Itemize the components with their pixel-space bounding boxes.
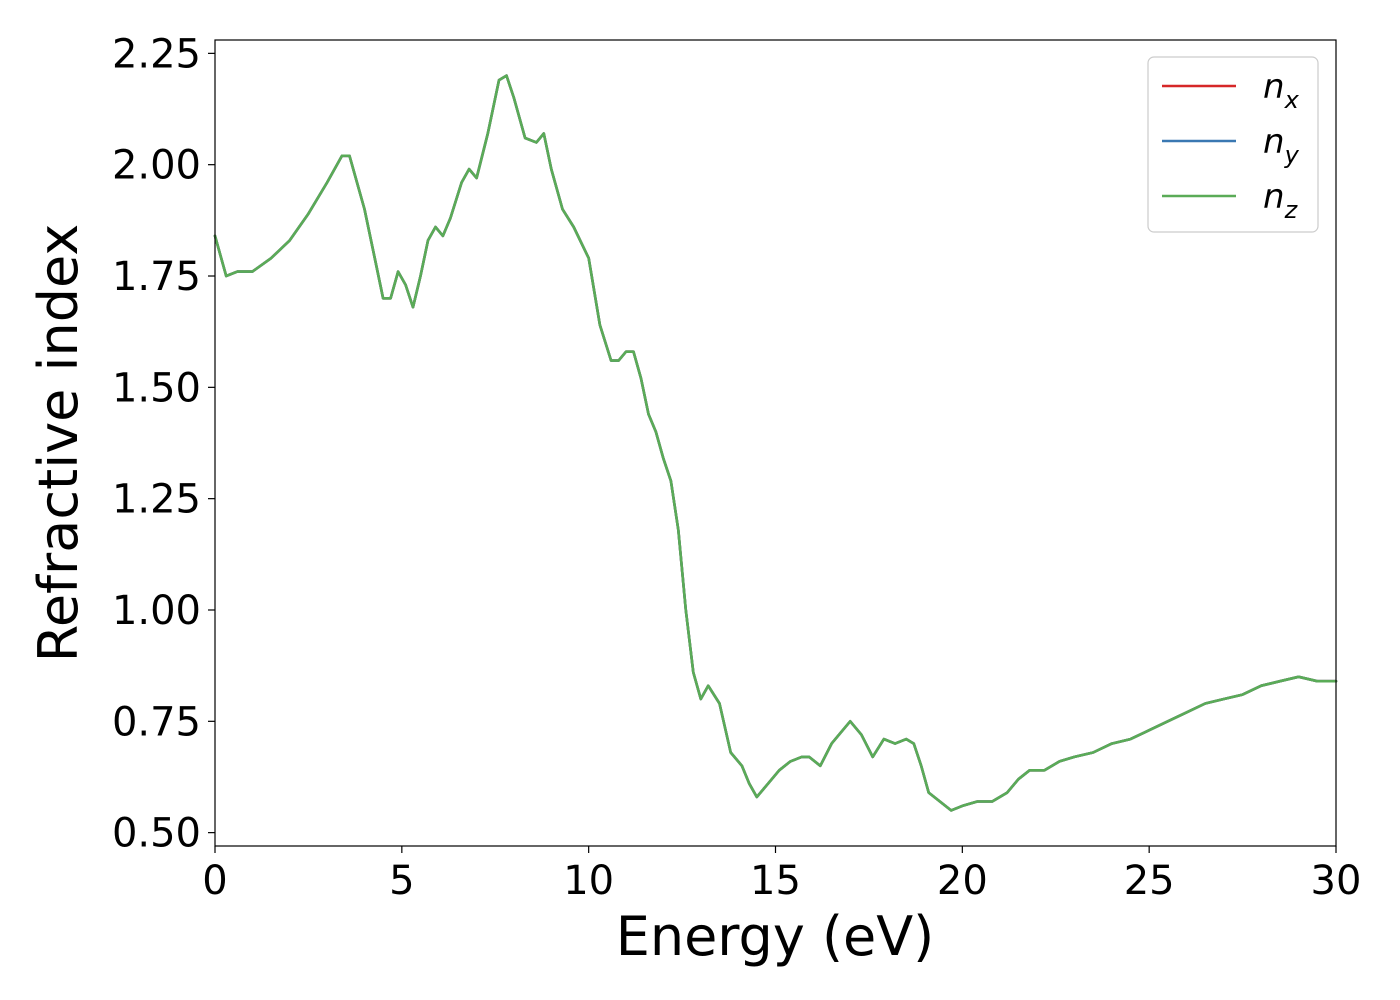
legend-box	[1147, 56, 1319, 233]
y-tick-label: 1.00	[112, 588, 201, 634]
x-tick-label: 25	[1124, 858, 1175, 904]
y-tick-label: 1.25	[112, 477, 201, 523]
x-tick-label: 5	[389, 858, 414, 904]
y-tick-label: 0.75	[112, 699, 201, 745]
series-layer	[213, 74, 1338, 812]
x-tick-label: 30	[1311, 858, 1362, 904]
legend-label-n-x: nx	[1263, 67, 1300, 114]
legend: nx ny nz	[1147, 56, 1319, 233]
y-tick-label: 2.25	[112, 31, 201, 77]
y-axis-ticks: 0.50 0.75 1.00 1.25 1.50 1.75 2.00 2.25	[112, 31, 215, 857]
y-tick-label: 1.75	[112, 254, 201, 300]
series-line-n-z	[213, 74, 1338, 812]
x-tick-label: 10	[563, 858, 614, 904]
x-axis-ticks: 0 5 10 15 20 25 30	[202, 846, 1361, 904]
x-axis-label: Energy (eV)	[616, 905, 935, 968]
legend-label-n-y: ny	[1263, 122, 1300, 169]
y-axis-label: Refractive index	[27, 224, 90, 663]
x-tick-label: 0	[202, 858, 227, 904]
x-tick-label: 20	[937, 858, 988, 904]
x-tick-label: 15	[750, 858, 801, 904]
y-tick-label: 0.50	[112, 811, 201, 857]
legend-label-n-z: nz	[1263, 177, 1299, 224]
y-tick-label: 1.50	[112, 365, 201, 411]
y-tick-label: 2.00	[112, 143, 201, 189]
